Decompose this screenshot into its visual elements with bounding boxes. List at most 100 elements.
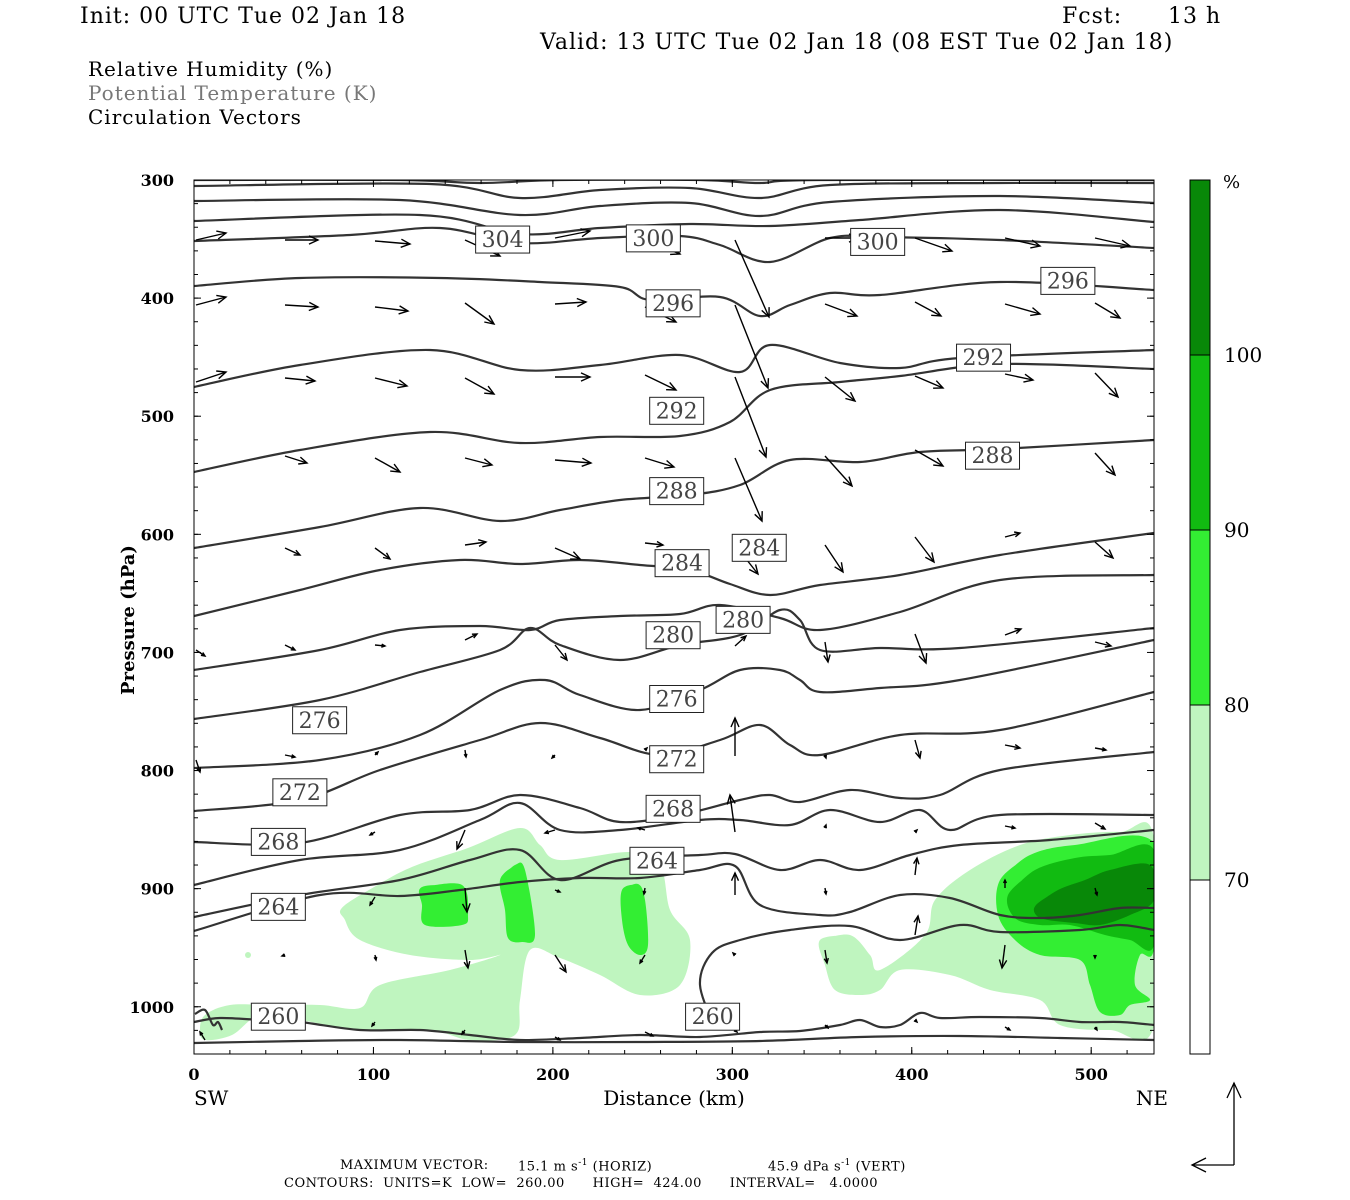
circulation-vector — [734, 304, 770, 390]
circulation-vector — [644, 1031, 655, 1037]
circulation-vector — [734, 457, 763, 523]
contour-label-text: 288 — [972, 444, 1014, 469]
circulation-vector — [464, 302, 496, 325]
contour-label: 296 — [1040, 266, 1096, 295]
legend-potential-temperature: Potential Temperature (K) — [88, 81, 378, 105]
circulation-vector — [823, 887, 828, 896]
circulation-vector — [1002, 878, 1008, 888]
circulation-vector — [555, 372, 592, 382]
circulation-vector — [913, 856, 920, 876]
circulation-vector — [914, 375, 945, 389]
circulation-vector — [195, 370, 228, 383]
circulation-vector — [461, 887, 471, 914]
circulation-vector — [460, 1029, 466, 1036]
circulation-vector — [1004, 373, 1035, 383]
circulation-vector — [644, 540, 665, 548]
colorbar-band — [1189, 879, 1211, 1055]
contour-label-text: 284 — [738, 536, 780, 561]
theta-contour-line — [194, 801, 1154, 887]
theta-contour-line — [194, 573, 1154, 672]
x-axis-left-label: SW — [194, 1086, 229, 1110]
contour-label-text: 260 — [692, 1005, 734, 1030]
circulation-vector — [554, 954, 567, 974]
circulation-vector — [824, 303, 859, 318]
theta-contour-line — [194, 1011, 1154, 1042]
circulation-vector — [199, 1030, 206, 1041]
contour-label: 276 — [649, 684, 705, 713]
circulation-vector — [464, 457, 494, 468]
contour-label-text: 300 — [857, 230, 899, 255]
y-tick-label: 400 — [141, 289, 174, 308]
circulation-vector — [374, 457, 402, 473]
circulation-vector — [644, 457, 676, 469]
circulation-vector — [554, 1036, 562, 1041]
circulation-vector — [1094, 452, 1117, 477]
circulation-vector — [1004, 531, 1022, 538]
contour-label: 268 — [250, 827, 306, 856]
y-axis-title: Pressure (hPa) — [118, 545, 139, 695]
contour-label: 292 — [649, 396, 705, 425]
circulation-vector — [823, 641, 831, 664]
theta-contour-line — [194, 181, 1154, 200]
circulation-vector — [824, 544, 844, 574]
theta-contour-line — [194, 1008, 223, 1031]
circulation-vector — [730, 871, 740, 895]
circulation-vector — [374, 643, 387, 648]
circulation-vector — [463, 949, 471, 970]
x-tick-label: 500 — [1074, 1065, 1107, 1084]
colorbar: 70 80 90 100% — [1189, 172, 1262, 1055]
plot-frame — [193, 179, 1155, 1055]
x-tick-label: 100 — [357, 1065, 390, 1084]
contour-label-text: 292 — [963, 346, 1005, 371]
contour-label: 260 — [250, 1002, 306, 1031]
circulation-vector — [195, 294, 228, 306]
theta-contour-line — [194, 194, 1154, 218]
contour-label-text: 268 — [652, 797, 694, 822]
contour-label: 284 — [654, 549, 710, 578]
footer-contours: CONTOURS: UNITS=K LOW= 260.00 HIGH= 424.… — [284, 1176, 879, 1191]
circulation-vector — [1094, 541, 1115, 560]
circulation-vector — [285, 235, 320, 245]
circulation-vector — [370, 1021, 376, 1028]
theta-contour-line — [194, 828, 1154, 919]
contour-label-text: 260 — [257, 1005, 299, 1030]
theta-contour-line — [194, 862, 1154, 933]
circulation-vector — [731, 951, 737, 957]
circulation-vector — [464, 377, 496, 395]
contour-label: 272 — [649, 745, 705, 774]
circulation-vector — [195, 230, 228, 241]
circulation-vector — [643, 746, 649, 752]
contour-label: 280 — [715, 605, 771, 634]
circulation-vector — [914, 536, 936, 564]
circulation-vector — [1004, 237, 1042, 249]
y-tick-label: 700 — [141, 643, 174, 662]
circulation-vector — [463, 749, 468, 759]
contour-label-text: 264 — [636, 849, 678, 874]
theta-contour-labels: 304 300 300 296 296 292 292 288 288 284 284 280 280 2… — [250, 224, 1096, 1031]
rh-area — [620, 883, 649, 955]
circulation-vector — [1094, 372, 1120, 399]
circulation-vector — [636, 826, 646, 831]
contour-label: 260 — [685, 1002, 741, 1031]
circulation-vector — [734, 239, 770, 319]
theta-contour-line — [194, 276, 1154, 318]
circulation-vector — [1094, 641, 1113, 648]
legend-relative-humidity: Relative Humidity (%) — [88, 57, 334, 81]
circulation-vector — [734, 376, 768, 459]
footer-max-vector-label: MAXIMUM VECTOR: — [340, 1158, 489, 1173]
colorbar-band — [1189, 179, 1211, 356]
circulation-vector — [373, 954, 378, 962]
contour-label: 300 — [625, 224, 681, 253]
circulation-vector — [1094, 887, 1099, 897]
circulation-vector — [284, 547, 302, 556]
circulation-vector — [1094, 822, 1107, 830]
contour-label-text: 276 — [299, 709, 341, 734]
theta-contour-line — [194, 208, 1154, 236]
circulation-vector — [456, 829, 466, 851]
circulation-vector — [913, 914, 921, 936]
contour-label-text: 300 — [632, 227, 674, 252]
circulation-vector — [550, 754, 556, 760]
circulation-vector — [280, 953, 286, 957]
contour-label: 300 — [850, 227, 906, 256]
circulation-vector — [554, 457, 593, 467]
